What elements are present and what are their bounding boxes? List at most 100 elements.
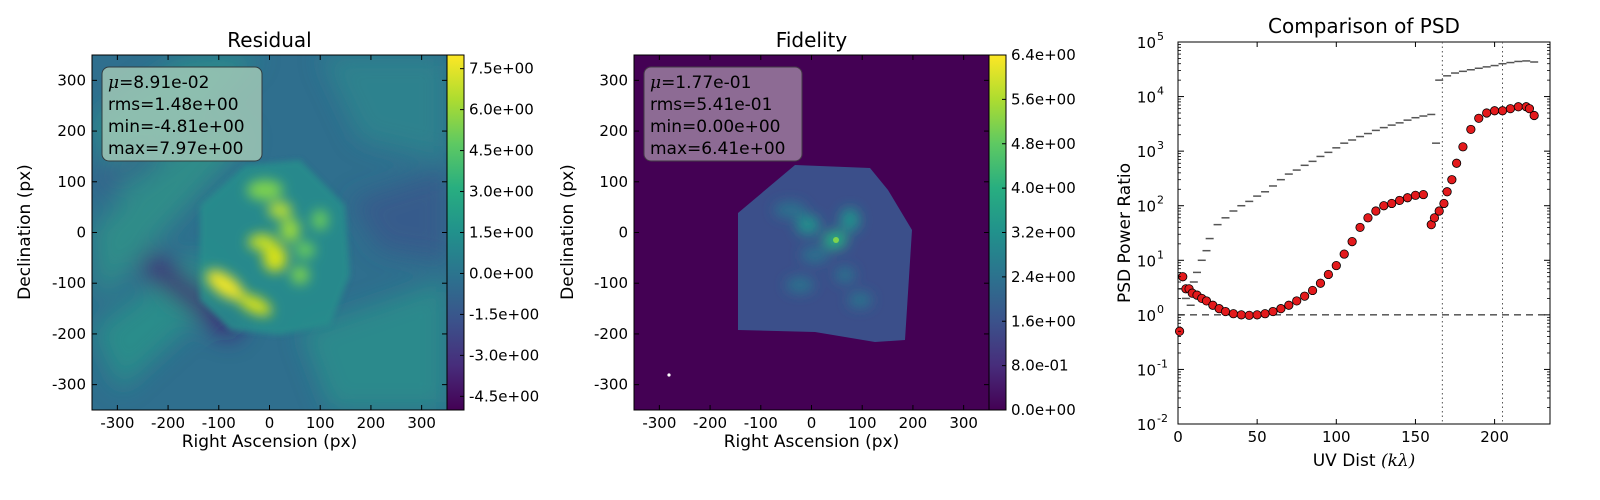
psd-x-tick-label: 100 — [1322, 428, 1351, 446]
residual-panel: Residual — [15, 28, 539, 452]
residual-colorbar-ticks: -4.5e+00 -3.0e+00 -1.5e+00 0.0e+00 1.5e+00 3.… — [460, 60, 539, 405]
psd-y-tick-label: 10 — [1137, 198, 1156, 216]
fidelity-stats-box: μ=1.77e-01 rms=5.41e-01 min=0.00e+00 max… — [643, 66, 803, 162]
psd-point — [1315, 278, 1326, 288]
x-tick-label: -300 — [642, 414, 676, 432]
x-tick-label: -200 — [151, 414, 185, 432]
psd-x-tick-label: 200 — [1480, 428, 1509, 446]
colorbar-tick-label: 0.0e+00 — [1011, 401, 1076, 419]
psd-point — [1395, 195, 1405, 206]
psd-point — [1347, 236, 1357, 247]
psd-point — [1497, 106, 1508, 116]
psd-y-tick-exponent: -2 — [1157, 412, 1168, 425]
residual-rms: rms=1.48e+00 — [108, 95, 239, 115]
psd-point — [1355, 222, 1365, 233]
colorbar-tick-label: -3.0e+00 — [469, 346, 539, 364]
psd-point — [1371, 206, 1381, 216]
residual-min: min=-4.81e+00 — [108, 117, 245, 137]
psd-point — [1201, 296, 1212, 306]
psd-point — [1474, 113, 1484, 123]
residual-mu: =8.91e-02 — [119, 73, 209, 93]
fidelity-rms: rms=5.41e-01 — [650, 95, 772, 115]
psd-point — [1442, 187, 1452, 197]
colorbar-tick-label: 3.0e+00 — [469, 183, 534, 201]
psd-y-tick-label: 10 — [1137, 143, 1156, 161]
fidelity-panel: Fidelity μ=1.77e-01 rms=5.41e-01 min=0.0… — [558, 28, 1076, 452]
y-tick-label: 0 — [618, 224, 628, 242]
colorbar-tick-label: -1.5e+00 — [469, 305, 539, 323]
fidelity-min: min=0.00e+00 — [650, 117, 781, 137]
y-tick-label: 200 — [599, 122, 628, 140]
psd-point — [1339, 249, 1349, 259]
colorbar-tick-label: 0.0e+00 — [469, 264, 534, 282]
residual-stats-box: μ=8.91e-02 rms=1.48e+00 min=-4.81e+00 ma… — [101, 66, 263, 162]
fidelity-colorbar-ticks: 0.0e+00 8.0e-01 1.6e+00 2.4e+00 3.2e+00 4.0e+… — [1002, 46, 1076, 419]
psd-point — [1434, 206, 1444, 216]
psd-y-tick-label: 10 — [1137, 34, 1156, 52]
psd-x-tick-label: 50 — [1248, 428, 1267, 446]
colorbar-tick-label: 4.5e+00 — [469, 142, 534, 160]
colorbar-tick-label: 5.6e+00 — [1011, 90, 1076, 108]
psd-y-tick-label: 10 — [1137, 89, 1156, 107]
psd-point — [1447, 175, 1457, 185]
x-tick-label: 0 — [265, 414, 275, 432]
psd-ylabel: PSD Power Ratio — [1115, 163, 1135, 303]
residual-axes: -300 -200 -100 0 100 200 300 -300 -200 -100 0 100 20… — [52, 55, 447, 432]
psd-y-tick-exponent: 5 — [1157, 30, 1164, 43]
psd-y-tick-exponent: -1 — [1157, 357, 1168, 370]
psd-point — [1284, 300, 1294, 310]
svg-text:μ=1.77e-01: μ=1.77e-01 — [650, 73, 751, 93]
y-tick-label: 0 — [76, 224, 86, 242]
psd-point — [1429, 213, 1440, 223]
psd-x-tick-label: 150 — [1401, 428, 1430, 446]
colorbar-tick-label: 6.4e+00 — [1011, 46, 1076, 64]
svg-text:μ=8.91e-02: μ=8.91e-02 — [108, 73, 209, 93]
y-tick-label: -200 — [52, 325, 86, 343]
colorbar-tick-label: 8.0e-01 — [1011, 357, 1069, 375]
psd-point — [1524, 104, 1535, 114]
psd-point — [1236, 310, 1246, 320]
x-tick-label: 200 — [899, 414, 928, 432]
psd-point — [1323, 269, 1333, 280]
psd-point — [1452, 158, 1462, 168]
y-tick-label: -300 — [594, 376, 628, 394]
psd-point — [1260, 309, 1270, 319]
psd-point — [1244, 310, 1254, 320]
x-tick-label: -100 — [202, 414, 236, 432]
psd-point — [1331, 260, 1341, 271]
residual-max: max=7.97e+00 — [108, 139, 243, 159]
psd-point — [1418, 189, 1428, 200]
x-tick-label: 200 — [357, 414, 386, 432]
psd-point — [1466, 124, 1476, 135]
colorbar-tick-label: 4.8e+00 — [1011, 135, 1076, 153]
psd-point — [1363, 213, 1373, 223]
psd-x-tick-label: 0 — [1173, 428, 1183, 446]
psd-y-tick-label: 10 — [1137, 252, 1156, 270]
y-tick-label: -200 — [594, 325, 628, 343]
psd-point — [1300, 291, 1310, 301]
x-tick-label: 300 — [407, 414, 436, 432]
y-tick-label: 300 — [599, 71, 628, 89]
fidelity-mu: =1.77e-01 — [661, 73, 751, 93]
psd-y-tick-label: 10 — [1137, 416, 1156, 434]
fidelity-max: max=6.41e+00 — [650, 139, 785, 159]
y-tick-label: 200 — [57, 122, 86, 140]
psd-y-tick-exponent: 1 — [1157, 248, 1164, 261]
psd-point — [1307, 285, 1318, 296]
psd-point — [1489, 106, 1500, 116]
residual-xlabel: Right Ascension (px) — [182, 432, 358, 452]
colorbar-tick-label: 2.4e+00 — [1011, 268, 1076, 286]
psd-y-tick-label: 10 — [1137, 307, 1156, 325]
colorbar-tick-label: 4.0e+00 — [1011, 179, 1076, 197]
psd-point — [1402, 193, 1413, 203]
psd-point — [1505, 104, 1516, 114]
psd-circle-series — [1174, 102, 1539, 336]
psd-point — [1387, 198, 1397, 209]
psd-y-tick-exponent: 3 — [1157, 139, 1164, 152]
psd-y-tick-exponent: 4 — [1157, 85, 1164, 98]
colorbar-tick-label: -4.5e+00 — [469, 387, 539, 405]
psd-y-tick-exponent: 0 — [1157, 303, 1164, 316]
residual-ylabel: Declination (px) — [15, 164, 35, 300]
colorbar-tick-label: 6.0e+00 — [469, 101, 534, 119]
